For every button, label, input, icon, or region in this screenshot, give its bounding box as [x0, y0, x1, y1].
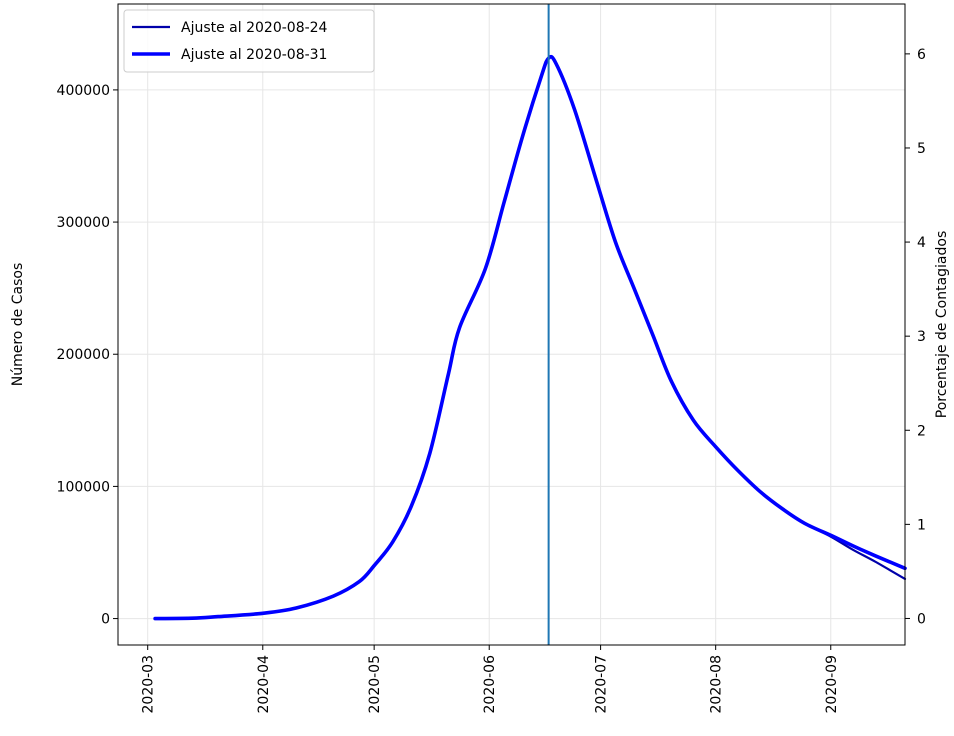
y-tick-label: 100000 — [57, 479, 110, 495]
grid-lines — [118, 4, 905, 645]
y-axis-label: Número de Casos — [10, 263, 26, 387]
y-tick-label: 200000 — [57, 347, 110, 363]
x-tick-label: 2020-04 — [256, 655, 272, 714]
y-right-tick-label: 2 — [917, 423, 926, 439]
y-axis-right-ticks: 0 1 2 3 4 5 6 — [905, 47, 926, 627]
y-tick-label: 300000 — [57, 215, 110, 231]
x-tick-label: 2020-05 — [367, 655, 383, 714]
x-tick-label: 2020-09 — [824, 655, 840, 714]
x-tick-label: 2020-07 — [594, 655, 610, 714]
legend-entry-2: Ajuste al 2020-08-31 — [181, 47, 327, 63]
plot-frame — [117, 3, 906, 646]
y-right-tick-label: 6 — [917, 47, 926, 63]
y-axis-right-label: Porcentaje de Contagiados — [934, 231, 950, 419]
x-axis-ticks: 2020-03 2020-04 2020-05 2020-06 2020-07 2020-… — [141, 645, 840, 714]
y-right-tick-label: 1 — [917, 517, 926, 533]
series-line-1 — [154, 55, 907, 620]
legend-entry-1: Ajuste al 2020-08-24 — [181, 20, 328, 36]
y-right-tick-label: 3 — [917, 329, 926, 345]
y-tick-label: 0 — [101, 612, 110, 628]
x-tick-label: 2020-06 — [482, 655, 498, 714]
series-layer — [153, 54, 907, 621]
y-tick-label: 400000 — [57, 83, 110, 99]
legend: Ajuste al 2020-08-24 Ajuste al 2020-08-31 — [123, 9, 375, 73]
y-right-tick-label: 5 — [917, 141, 926, 157]
x-tick-label: 2020-08 — [709, 655, 725, 714]
legend-box — [123, 9, 375, 73]
y-right-tick-label: 0 — [917, 611, 926, 627]
y-right-tick-label: 4 — [917, 235, 926, 251]
x-tick-label: 2020-03 — [141, 655, 157, 714]
y-axis-ticks: 0 100000 200000 300000 400000 — [57, 83, 118, 628]
series-line-2 — [153, 54, 907, 621]
